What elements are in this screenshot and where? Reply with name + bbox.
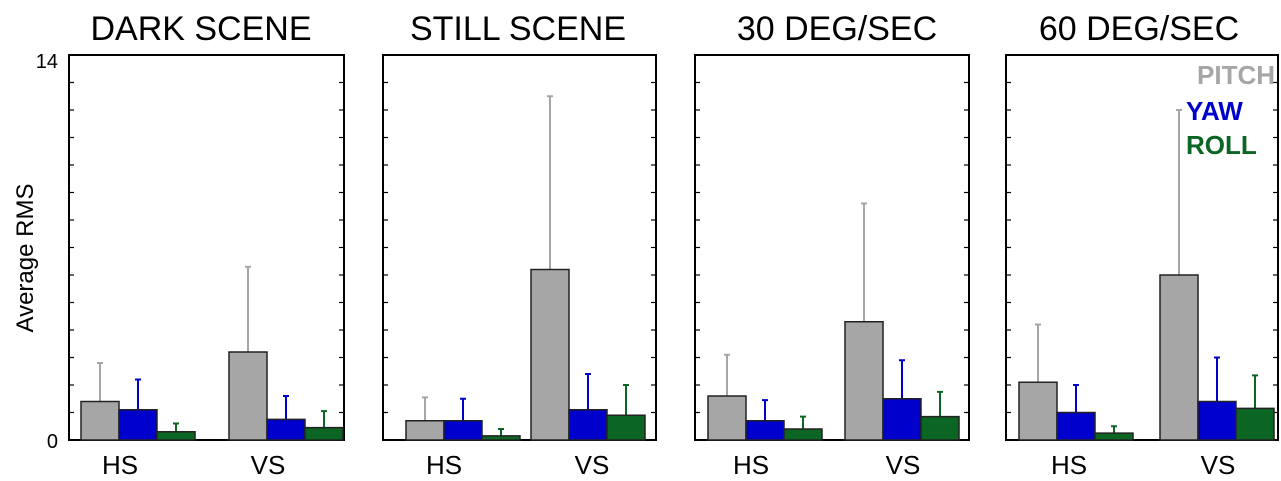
- panel-30-deg-sec: 30 DEG/SEC HS VS: [694, 10, 970, 480]
- bar-yaw-hs: [443, 420, 483, 441]
- legend: PITCH YAW ROLL: [1186, 60, 1275, 160]
- panel-frame: [68, 54, 345, 441]
- category-label-vs: VS: [1201, 450, 1236, 480]
- bar-pitch-vs: [530, 268, 570, 441]
- bar-yaw-hs: [1056, 411, 1096, 441]
- bar-roll-vs: [920, 415, 960, 441]
- category-label-vs: VS: [251, 450, 286, 480]
- y-tick-label-min: 0: [47, 431, 58, 453]
- panel-title: 30 DEG/SEC: [737, 10, 937, 48]
- panel-still-scene: STILL SCENE HS VS: [382, 10, 657, 480]
- panel-frame: [694, 54, 970, 441]
- category-label-hs: HS: [733, 450, 769, 480]
- category-label-hs: HS: [102, 450, 138, 480]
- bar-roll-vs: [606, 414, 646, 441]
- bar-roll-hs: [481, 435, 521, 441]
- bar-pitch-hs: [80, 400, 120, 441]
- panel-title: DARK SCENE: [90, 10, 311, 48]
- legend-entry-roll: ROLL: [1186, 130, 1257, 160]
- bar-roll-vs: [1235, 407, 1275, 441]
- y-axis-label: Average RMS: [12, 184, 39, 333]
- bar-yaw-hs: [118, 409, 158, 441]
- bar-roll-hs: [783, 428, 823, 441]
- bar-roll-hs: [156, 431, 196, 441]
- category-label-vs: VS: [886, 450, 921, 480]
- bar-pitch-vs: [1159, 274, 1199, 441]
- bar-pitch-vs: [844, 321, 884, 441]
- bar-yaw-vs: [568, 409, 608, 441]
- category-label-hs: HS: [426, 450, 462, 480]
- bar-yaw-hs: [745, 420, 785, 441]
- legend-entry-pitch: PITCH: [1197, 60, 1275, 90]
- bar-roll-vs: [304, 426, 344, 441]
- legend-entry-yaw: YAW: [1186, 96, 1243, 126]
- bar-pitch-hs: [405, 420, 445, 441]
- category-label-hs: HS: [1051, 450, 1087, 480]
- bar-yaw-vs: [1197, 400, 1237, 441]
- y-tick-label-max: 14: [36, 51, 58, 73]
- bar-pitch-vs: [228, 351, 268, 441]
- panel-frame: [382, 54, 657, 441]
- bar-roll-hs: [1094, 432, 1134, 441]
- bar-yaw-vs: [266, 418, 306, 441]
- bar-pitch-hs: [1018, 381, 1058, 441]
- panel-title: STILL SCENE: [410, 10, 626, 48]
- bar-yaw-vs: [882, 398, 922, 441]
- panel-dark-scene: DARK SCENE HS VS: [68, 10, 345, 480]
- bar-pitch-hs: [707, 395, 747, 441]
- category-label-vs: VS: [575, 450, 610, 480]
- y-axis-label-group: Average RMS: [12, 184, 39, 333]
- panel-title: 60 DEG/SEC: [1039, 10, 1239, 48]
- panel-60-deg-sec: 60 DEG/SEC HS VS: [1005, 10, 1279, 480]
